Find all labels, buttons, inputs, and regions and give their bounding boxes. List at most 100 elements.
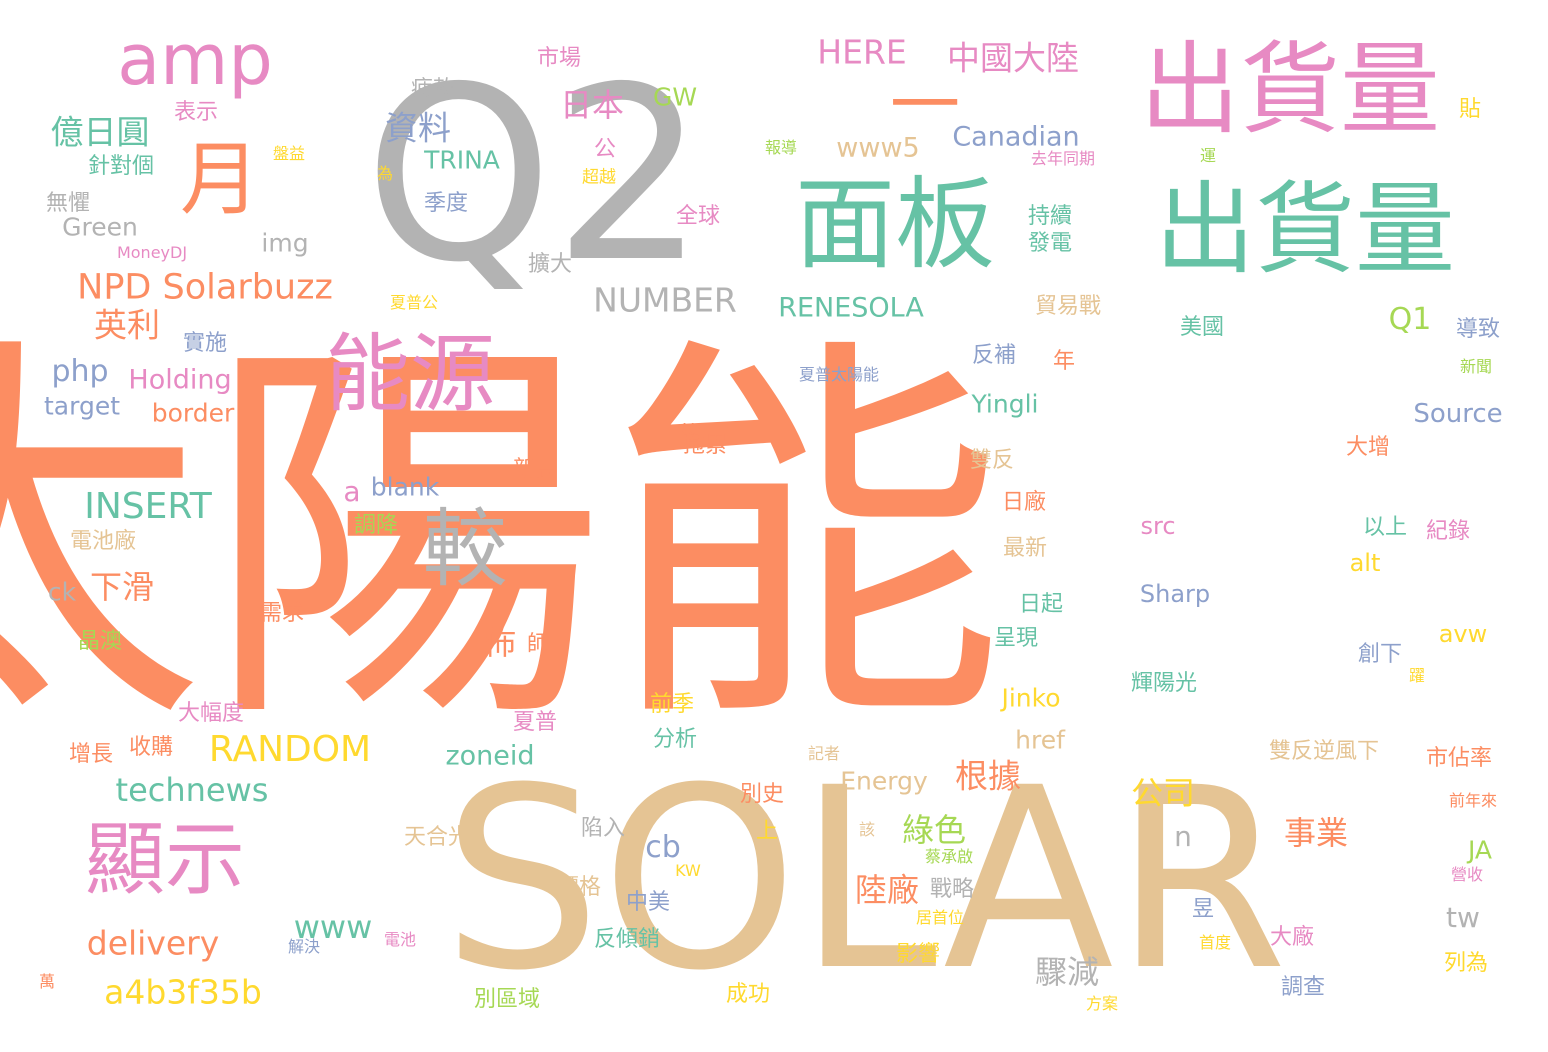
cloud-word: ck <box>47 577 77 607</box>
cloud-word: 雙反逆風下 <box>1268 739 1380 764</box>
cloud-word: 季度 <box>423 191 469 216</box>
cloud-word: SOLAR <box>442 734 1288 1025</box>
cloud-word: 新聞 <box>1459 357 1493 376</box>
cloud-word: 實施 <box>182 331 228 356</box>
cloud-word: KW <box>675 861 701 880</box>
cloud-word: RANDOM <box>208 729 372 770</box>
cloud-word: 出貨量 <box>1155 171 1455 288</box>
cloud-word: INSERT <box>84 486 212 527</box>
cloud-word: 收購 <box>128 735 174 760</box>
cloud-word: 最新 <box>1002 536 1048 561</box>
cloud-word: 市佔率 <box>1425 746 1493 771</box>
cloud-word: 導致 <box>1455 317 1501 342</box>
cloud-word: amp <box>117 19 273 101</box>
cloud-word: border <box>151 398 235 428</box>
cloud-word: 輝陽光 <box>1130 671 1198 696</box>
cloud-word: 超越 <box>582 167 616 188</box>
cloud-word: 日起 <box>1018 592 1064 617</box>
cloud-word: blank <box>370 472 440 502</box>
cloud-word: 貿易戰 <box>1034 294 1102 319</box>
cloud-word: 居首位 <box>915 908 965 927</box>
cloud-word: 貼 <box>1458 97 1482 122</box>
cloud-word: 出貨量 <box>1140 31 1440 148</box>
cloud-word: 疲軟 <box>410 77 456 102</box>
cloud-word: 為 <box>376 164 394 183</box>
cloud-word: 事業 <box>1283 814 1349 852</box>
cloud-word: 電池 <box>383 930 417 949</box>
cloud-word: 成功 <box>725 982 771 1007</box>
cloud-word: 電池廠 <box>69 529 137 554</box>
cloud-word: 分析 <box>652 727 698 752</box>
cloud-word: php <box>51 354 109 389</box>
cloud-word: NPD Solarbuzz <box>77 267 333 308</box>
cloud-word: 以上 <box>1362 515 1408 540</box>
cloud-word: 皆 <box>679 423 703 448</box>
cloud-word: href <box>1015 725 1065 755</box>
cloud-word: 前季 <box>649 692 695 717</box>
cloud-word: src <box>1140 512 1176 540</box>
cloud-word: 師 <box>526 632 550 657</box>
cloud-word: target <box>43 391 121 421</box>
cloud-word: 創下 <box>1357 642 1403 667</box>
cloud-word: GW <box>652 82 698 112</box>
cloud-word: 太陽能 <box>0 307 1005 772</box>
cloud-word: img <box>261 228 309 258</box>
cloud-word: Sharp <box>1139 580 1211 608</box>
cloud-word: zoneid <box>445 740 535 772</box>
cloud-word: 需求 <box>259 601 305 626</box>
cloud-word: a <box>343 475 361 508</box>
cloud-word: technews <box>115 771 269 809</box>
cloud-word: 列為 <box>1443 951 1489 976</box>
cloud-word: 首度 <box>1198 933 1232 952</box>
cloud-word: 拖累 <box>682 433 728 458</box>
cloud-word: www5 <box>836 132 920 164</box>
cloud-word: 調查 <box>1280 975 1326 1000</box>
cloud-word: 記者 <box>807 744 841 763</box>
cloud-word: 解決 <box>287 937 321 956</box>
cloud-word: 報導 <box>764 138 798 157</box>
cloud-word: 別史 <box>739 782 785 807</box>
cloud-word: 月 <box>180 133 260 226</box>
cloud-word: Q2 <box>364 35 706 315</box>
cloud-word: 躍 <box>1408 666 1426 685</box>
cloud-word: NUMBER <box>593 280 737 320</box>
cloud-word: 一 <box>890 64 960 146</box>
cloud-word: avw <box>1438 620 1488 648</box>
cloud-word: 表示 <box>173 100 219 125</box>
cloud-word: Yingli <box>971 389 1039 419</box>
cloud-word: 市場 <box>536 46 582 71</box>
cloud-word: 擴大 <box>527 252 573 277</box>
cloud-word: 中國大陸 <box>947 38 1079 78</box>
cloud-word: 針對個 <box>87 154 155 179</box>
cloud-word: Green <box>62 212 138 242</box>
cloud-word: 昱 <box>1191 897 1215 922</box>
cloud-word: 晶澳 <box>77 629 123 654</box>
cloud-word: 美國 <box>1179 315 1225 340</box>
cloud-word: MoneyDJ <box>116 243 188 262</box>
cloud-word: 價格 <box>556 875 602 900</box>
cloud-word: 公司 <box>1130 774 1196 812</box>
cloud-word: 蔡承啟 <box>924 847 974 866</box>
cloud-word: 該 <box>858 820 876 839</box>
cloud-word: HERE <box>817 32 907 72</box>
cloud-word: 能源 <box>324 325 496 425</box>
cloud-word: 英利 <box>94 305 160 345</box>
cloud-word: 天合光 <box>403 825 471 850</box>
cloud-word: alt <box>1349 549 1381 577</box>
cloud-word: 大增 <box>1345 435 1391 460</box>
cloud-word: 夏普公 <box>389 293 439 312</box>
cloud-word: 夏普太陽能 <box>798 365 880 384</box>
cloud-word: 新高 <box>512 457 558 482</box>
cloud-word: 佈 <box>483 624 517 662</box>
cloud-word: 無懼 <box>45 191 91 216</box>
cloud-word: 雙反 <box>969 448 1015 473</box>
cloud-word: 呈現 <box>993 626 1039 651</box>
cloud-word: 別區域 <box>473 987 541 1012</box>
cloud-word: delivery <box>86 923 220 963</box>
cloud-word: 影響 <box>895 942 941 967</box>
cloud-word: a4b3f35b <box>104 972 262 1012</box>
cloud-word: Energy <box>840 766 928 796</box>
cloud-word: Source <box>1413 399 1503 429</box>
cloud-word: 億日圓 <box>50 112 150 152</box>
